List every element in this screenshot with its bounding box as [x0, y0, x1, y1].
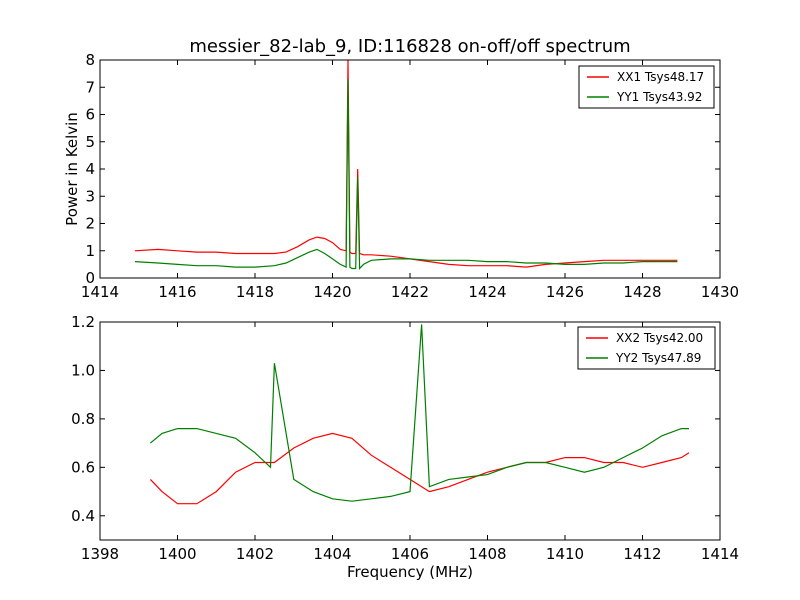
x-tick-label: 1422 [391, 283, 429, 301]
y-tick-label: 0.6 [71, 458, 95, 476]
y-tick-label: 7 [85, 78, 95, 96]
x-tick-label: 1424 [468, 283, 506, 301]
x-tick-label: 1416 [158, 283, 196, 301]
x-tick-label: 1420 [313, 283, 351, 301]
x-tick-label: 1430 [701, 283, 739, 301]
bottom-panel: 1398 1400 1402 1404 1406 1408 1410 1412 1414 0.4 0… [71, 313, 739, 563]
legend-box [578, 65, 715, 109]
x-tick-label: 1426 [546, 283, 584, 301]
y-tick-label: 1.0 [71, 361, 95, 379]
y-tick-label: 2 [85, 215, 95, 233]
x-tick-label: 1406 [391, 545, 429, 563]
x-tick-label: 1402 [236, 545, 274, 563]
y-tick-label: 4 [85, 160, 95, 178]
legend-box [577, 326, 716, 370]
series-line-2-2 [150, 324, 689, 502]
legend-label: XX1 Tsys48.17 [617, 70, 704, 84]
series-line-1-2 [134, 79, 678, 270]
y-axis-label: Power in Kelvin [63, 112, 81, 226]
x-axis-label: Frequency (MHz) [347, 563, 473, 581]
chart-title: messier_82-lab_9, ID:116828 on-off/off s… [189, 36, 630, 57]
legend-label: YY2 Tsys47.89 [615, 351, 701, 365]
x-tick-label: 1412 [623, 545, 661, 563]
x-tick-label: 1414 [81, 283, 119, 301]
y-tick-label: 6 [85, 106, 95, 124]
x-tick-label: 1404 [313, 545, 351, 563]
y-tick-label: 5 [85, 133, 95, 151]
top-panel: 1414 1416 1418 1420 1422 1424 1426 1428 1430 0 1 2 3… [63, 51, 739, 301]
x-tick-label: 1410 [546, 545, 584, 563]
x-tick-label: 1418 [236, 283, 274, 301]
legend: XX2 Tsys42.00 YY2 Tsys47.89 [577, 326, 716, 370]
x-tick-label: 1428 [623, 283, 661, 301]
y-tick-label: 3 [85, 187, 95, 205]
legend: XX1 Tsys48.17 YY1 Tsys43.92 [578, 65, 715, 109]
y-tick-label: 1.2 [71, 313, 95, 331]
y-tick-label: 1 [85, 242, 95, 260]
y-tick-label: 0.8 [71, 410, 95, 428]
y-tick-label: 0.4 [71, 507, 95, 525]
x-tick-label: 1400 [158, 545, 196, 563]
legend-label: YY1 Tsys43.92 [616, 90, 702, 104]
x-tick-label: 1408 [468, 545, 506, 563]
x-tick-label: 1414 [701, 545, 739, 563]
y-tick-label: 0 [85, 269, 95, 287]
y-tick-label: 8 [85, 51, 95, 69]
legend-label: XX2 Tsys42.00 [616, 331, 703, 345]
x-tick-label: 1398 [81, 545, 119, 563]
series-line-2-1 [149, 432, 690, 505]
